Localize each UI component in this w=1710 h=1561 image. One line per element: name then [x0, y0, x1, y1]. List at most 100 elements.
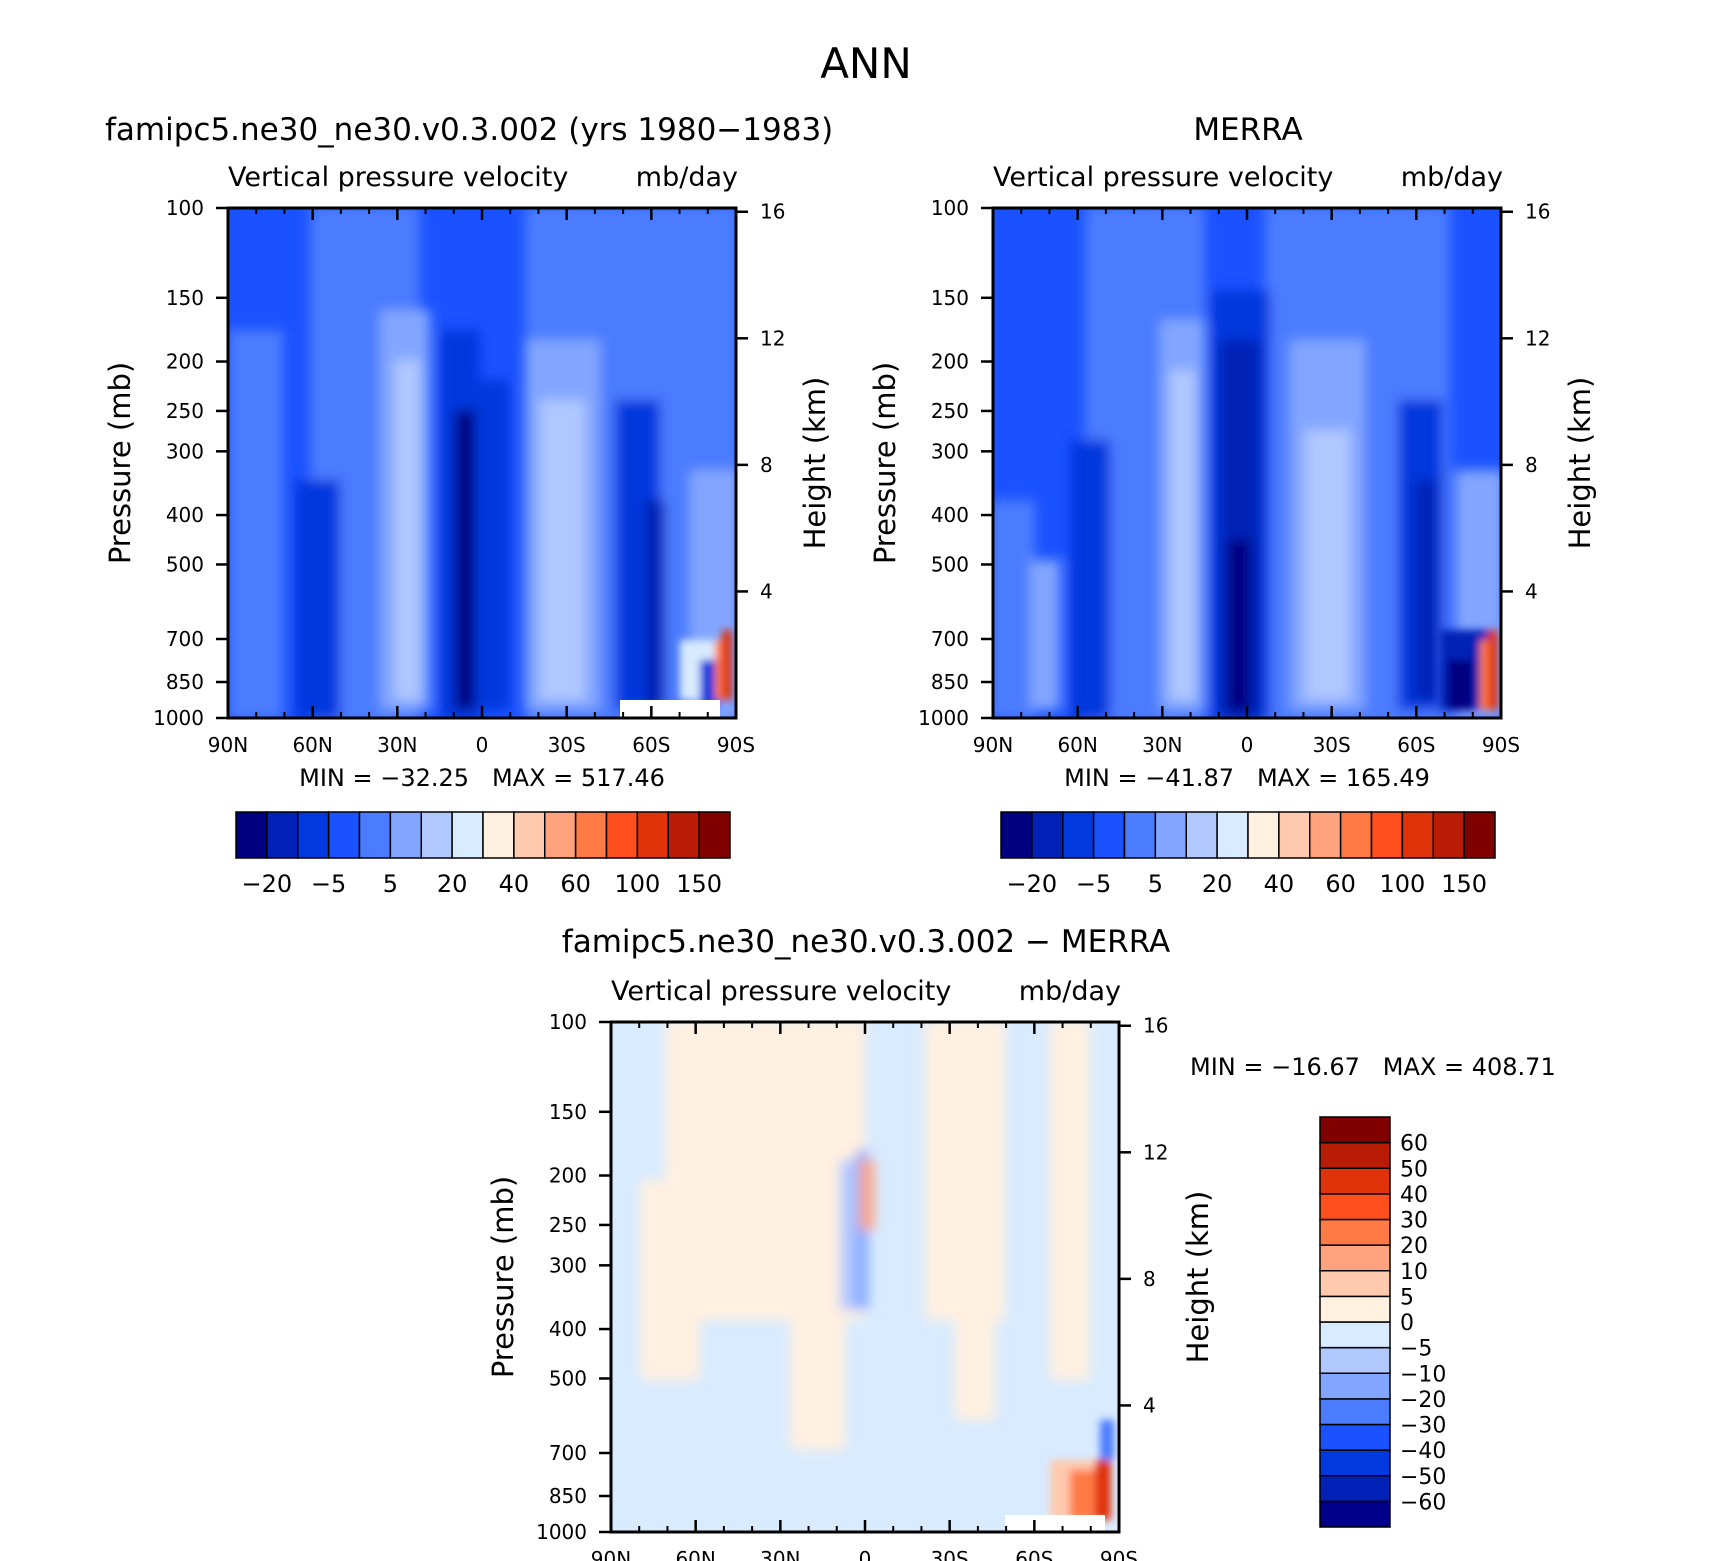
panel-merra-subtitle-left: Vertical pressure velocity: [993, 162, 1333, 193]
colorbar-label: −40: [1400, 1439, 1446, 1464]
panel-diff-axes: 90N 60N 30N 0 30S 60S 90S 100 150 200 250 300 400 500…: [536, 1010, 1168, 1561]
panel-diff-y2label: Height (km): [1181, 1191, 1215, 1364]
x-tick-label: 60N: [292, 733, 332, 757]
panel-diff-subtitle-left: Vertical pressure velocity: [611, 976, 951, 1007]
colorbar-label: −5: [311, 870, 346, 898]
colorbar-swatch: [1123, 811, 1157, 859]
colorbar-label: 40: [499, 870, 530, 898]
panel-merra-ylabel: Pressure (mb): [868, 362, 902, 564]
panel-merra-field: [993, 208, 1501, 718]
colorbar-swatch: [1319, 1193, 1391, 1221]
panel-merra-subtitle-right: mb/day: [1401, 162, 1503, 193]
colorbar-label: 0: [1400, 1311, 1414, 1336]
panel-model-ylabel: Pressure (mb): [103, 362, 137, 564]
panel-model-colorbar: −20 −5 5 20 40 60 100 150: [235, 811, 731, 898]
x-tick-label: 60N: [675, 1547, 715, 1561]
y-tick-label: 1000: [536, 1520, 587, 1544]
colorbar-label: −20: [1400, 1388, 1446, 1413]
y2-tick-label: 12: [760, 326, 785, 350]
colorbar-swatch: [1463, 811, 1496, 859]
colorbar-label: 60: [1325, 870, 1356, 898]
colorbar-swatch: [1216, 811, 1249, 859]
y-tick-label: 700: [166, 627, 204, 651]
colorbar-swatch: [1319, 1270, 1391, 1298]
x-tick-label: 30N: [1142, 733, 1182, 757]
colorbar-swatch: [1154, 811, 1187, 859]
colorbar-swatch: [451, 811, 484, 859]
panel-merra-stats: MIN = −41.87 MAX = 165.49: [1064, 764, 1430, 792]
colorbar-swatch: [1319, 1346, 1391, 1374]
colorbar-swatch: [1319, 1116, 1391, 1144]
panel-model-title: famipc5.ne30_ne30.v0.3.002 (yrs 1980−198…: [105, 112, 833, 148]
panel-merra-title: MERRA: [1193, 112, 1302, 148]
x-tick-label: 30S: [931, 1547, 969, 1561]
colorbar-swatch: [667, 811, 700, 859]
x-tick-label: 90N: [591, 1547, 631, 1561]
x-tick-label: 0: [476, 733, 489, 757]
panel-diff-title: famipc5.ne30_ne30.v0.3.002 − MERRA: [562, 924, 1170, 960]
colorbar-label: −5: [1400, 1337, 1432, 1362]
y-tick-label: 850: [166, 670, 204, 694]
y2-tick-label: 4: [760, 579, 773, 603]
colorbar-label: 100: [1379, 870, 1425, 898]
panel-diff-field: [611, 1022, 1119, 1532]
y2-tick-label: 12: [1143, 1140, 1168, 1164]
colorbar-label: −30: [1400, 1414, 1446, 1439]
colorbar-swatch: [1319, 1475, 1391, 1503]
y-tick-label: 400: [931, 503, 969, 527]
panel-model-field: [228, 208, 736, 718]
colorbar-label: −20: [242, 870, 293, 898]
x-tick-label: 90S: [717, 733, 755, 757]
x-tick-label: 90S: [1482, 733, 1520, 757]
colorbar-label: 5: [1400, 1285, 1414, 1310]
y-tick-label: 300: [549, 1253, 587, 1277]
colorbar-label: 40: [1264, 870, 1295, 898]
y-tick-label: 150: [931, 286, 969, 310]
y-tick-label: 850: [931, 670, 969, 694]
colorbar-label: −5: [1076, 870, 1111, 898]
y-tick-label: 200: [549, 1164, 587, 1188]
y-tick-label: 100: [549, 1010, 587, 1034]
y-tick-label: 500: [166, 552, 204, 576]
colorbar-swatch: [1062, 811, 1095, 859]
colorbar-swatch: [636, 811, 669, 859]
colorbar-swatch: [1092, 811, 1126, 859]
colorbar-label: 150: [676, 870, 722, 898]
colorbar-label: 10: [1400, 1260, 1428, 1285]
colorbar-swatch: [1000, 811, 1033, 859]
colorbar-label: 5: [383, 870, 398, 898]
y-tick-label: 250: [166, 399, 204, 423]
colorbar-swatch: [1319, 1500, 1391, 1528]
y2-tick-label: 8: [760, 453, 773, 477]
y-tick-label: 700: [931, 627, 969, 651]
colorbar-swatch: [1309, 811, 1342, 859]
y-tick-label: 100: [931, 196, 969, 220]
y-tick-label: 250: [549, 1213, 587, 1237]
panel-model-stats: MIN = −32.25 MAX = 517.46: [299, 764, 665, 792]
y-tick-label: 150: [549, 1100, 587, 1124]
colorbar-label: −60: [1400, 1490, 1446, 1515]
colorbar-swatch: [1319, 1295, 1391, 1323]
y2-tick-label: 8: [1525, 453, 1538, 477]
colorbar-swatch: [1319, 1449, 1391, 1477]
y-tick-label: 150: [166, 286, 204, 310]
colorbar-label: 30: [1400, 1209, 1428, 1234]
colorbar-label: 60: [1400, 1132, 1428, 1157]
y-tick-label: 100: [166, 196, 204, 220]
y-tick-label: 500: [931, 552, 969, 576]
colorbar-swatch: [1319, 1244, 1391, 1272]
colorbar-label: 60: [560, 870, 591, 898]
y-tick-label: 400: [549, 1317, 587, 1341]
colorbar-swatch: [1319, 1398, 1391, 1426]
colorbar-swatch: [1319, 1218, 1391, 1246]
colorbar-label: 20: [437, 870, 468, 898]
colorbar-label: 150: [1441, 870, 1487, 898]
x-tick-label: 60S: [1397, 733, 1435, 757]
colorbar-swatch: [698, 811, 731, 859]
colorbar-swatch: [1319, 1167, 1391, 1195]
panel-merra-axes: 90N 60N 30N 0 30S 60S 90S 100 150 200 250 300 400 500…: [918, 196, 1550, 757]
colorbar-swatch: [1432, 811, 1465, 859]
colorbar-label: −10: [1400, 1362, 1446, 1387]
colorbar-label: 20: [1202, 870, 1233, 898]
